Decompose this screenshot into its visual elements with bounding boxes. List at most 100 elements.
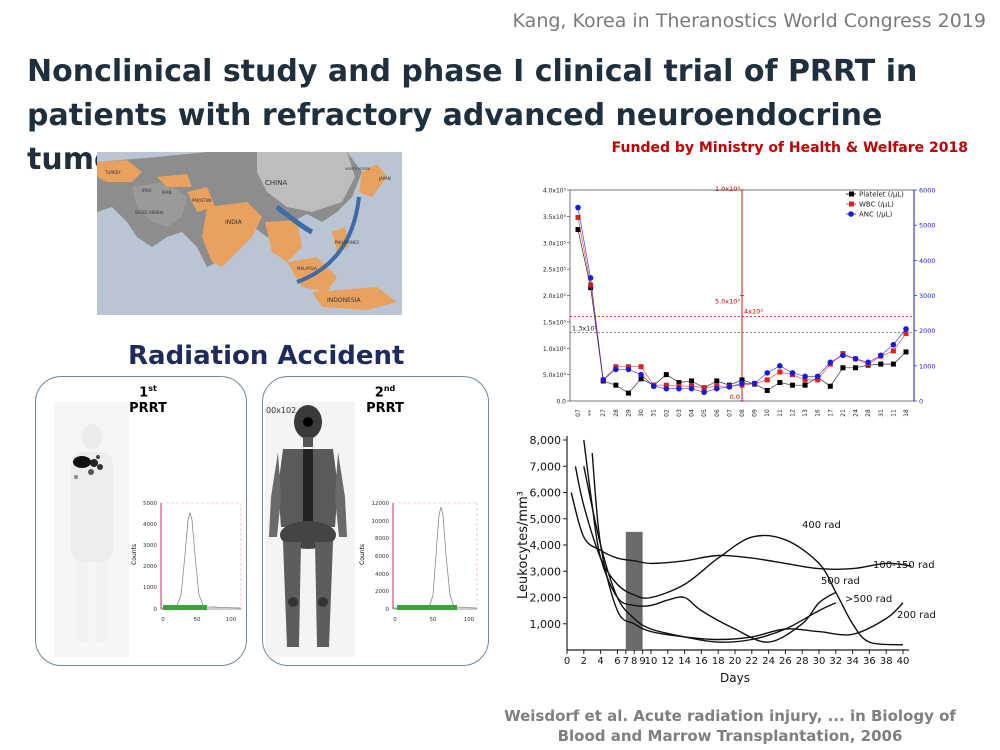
blood-point-anc [676,385,682,392]
blood-x-tick-label: 30 [638,409,645,417]
blood-point-wbc [802,377,808,383]
blood-point-platelet [689,378,695,384]
blood-x-tick-label: 11 [777,409,784,417]
blood-point-anc [625,366,632,373]
blood-mid-tick-label: 0.0 [730,393,740,401]
first-ytick-2: 3000 [143,543,157,549]
slide-title-line1: Nonclinical study and phase I clinical t… [27,54,918,89]
blood-right-tick-label: 6000 [919,187,936,195]
blood-x-tick-label: ** [588,410,595,416]
blood-point-anc [587,275,594,281]
first-prrt-card: 1st PRRT Counts 5000 4000 3000 2000 1000… [35,376,247,666]
second-xtick-0: 0 [393,617,397,623]
blood-x-tick-label: 24 [853,409,860,417]
blood-point-anc [600,377,607,383]
second-ytick-0: 12000 [372,501,390,507]
leuko-y-tick-label: 7,000 [530,460,562,473]
blood-x-tick-label: 13 [802,409,809,417]
blood-left-tick-label: 2.0x10⁵ [543,293,567,300]
first-counts-label: Counts [131,544,138,565]
blood-x-tick-label: 28 [613,409,620,417]
blood-point-platelet [789,382,795,388]
second-spectrum-chart: Counts 12000 10000 8000 6000 4000 2000 0… [359,501,478,623]
blood-point-anc [739,380,745,387]
blood-point-platelet [625,390,631,396]
blood-point-platelet [827,383,833,389]
asia-map: CHINA INDIA IRAN IRAQ TURKEY SAUDI ARABI… [97,152,402,315]
blood-point-wbc [638,364,644,370]
slide-title-line2: patients with refractory advanced neuroe… [27,98,883,177]
leuko-y-axis-title: Leukocytes/mm³ [516,491,531,599]
first-ordinal-suffix: st [148,384,157,393]
blood-point-platelet [714,378,720,384]
blood-point-wbc [890,348,896,354]
blood-left-tick-label: 0.0 [556,399,566,406]
blood-threshold-mid-label: 4x10³ [744,308,763,316]
first-ordinal: 1 [139,385,149,401]
blood-x-tick-label: 29 [625,409,632,417]
leuko-x-tick-label: 4 [597,656,603,667]
second-xtick-2: 100 [464,617,475,623]
blood-left-tick-label: 2.5x10⁵ [543,267,567,274]
leuko-x-tick-label: 16 [695,656,708,667]
leuko-x-tick-label: 2 [581,656,587,667]
map-label-philippines: PHILIPPINES [335,240,360,245]
second-ordinal: 2 [374,385,384,401]
blood-x-tick-label: 07 [575,409,582,417]
leuko-x-tick-label: 12 [661,656,674,667]
blood-right-tick-label: 3000 [919,292,936,300]
slide-title: Nonclinical study and phase I clinical t… [27,50,987,182]
blood-x-tick-label: 02 [663,409,670,417]
second-ordinal-suffix: nd [383,384,396,393]
blood-x-tick-label: 04 [689,409,696,417]
blood-right-tick-label: 2000 [919,327,936,335]
blood-point-anc [613,366,619,373]
map-label-saudi-arabia: SAUDI ARABIA [135,210,164,215]
blood-point-platelet [613,382,619,388]
blood-point-platelet [878,361,884,367]
leuko-x-tick-label: 28 [796,656,809,667]
blood-x-tick-label: 11 [890,409,897,417]
blood-x-tick-label: 06 [714,409,721,417]
leuko-curve-label: >500 rad [845,594,892,605]
first-ytick-3: 2000 [143,564,157,570]
second-ytick-2: 8000 [375,536,389,542]
blood-x-tick-label: 18 [903,409,910,417]
blood-point-platelet [890,361,896,367]
blood-point-anc [877,352,884,359]
map-label-india: INDIA [225,219,243,226]
leuko-x-tick-label: 30 [813,656,826,667]
leuko-x-tick-label: 24 [762,656,775,667]
blood-mid-tick-label: 1.0x10⁴ [715,185,740,193]
blood-point-platelet [840,365,846,371]
blood-point-wbc [815,377,821,383]
leuko-x-tick-label: 9 [639,656,645,667]
blood-x-tick-label: 10 [764,409,771,417]
map-label-malaysia: MALAYSIA [297,266,317,271]
leuko-x-tick-label: 14 [678,656,691,667]
leuko-y-tick-label: 5,000 [530,513,562,526]
leuko-y-tick-label: 6,000 [530,487,562,500]
blood-x-tick-label: 31 [651,409,658,417]
first-ytick-0: 5000 [143,501,157,507]
blood-point-anc [688,385,695,392]
blood-x-tick-label: 07 [726,409,733,417]
blood-point-platelet [853,365,859,371]
leuko-x-tick-label: 8 [631,656,637,667]
leuko-shaded-band [625,531,643,650]
first-xtick-2: 100 [226,617,237,623]
blood-left-tick-label: 1.0x10⁵ [543,346,567,353]
leuko-x-tick-label: 36 [863,656,876,667]
blood-left-tick-label: 3.0x10⁵ [543,240,567,247]
leuko-y-tick-label: 1,000 [530,618,562,631]
blood-point-anc [840,352,846,359]
blood-point-wbc [575,214,581,220]
leuko-x-tick-label: 32 [829,656,842,667]
blood-point-platelet [777,380,783,386]
first-prrt-label: 1st PRRT [118,381,178,417]
blood-left-tick-label: 5.0x10⁴ [543,372,567,379]
map-label-pakistan: PAKISTAN [192,198,211,203]
leuko-curve-label: 100-150 rad [873,560,935,571]
blood-right-tick-label: 1000 [919,362,936,370]
second-prrt-card: 2nd PRRT 00x102 Counts 12000 10000 8000 … [262,376,489,666]
